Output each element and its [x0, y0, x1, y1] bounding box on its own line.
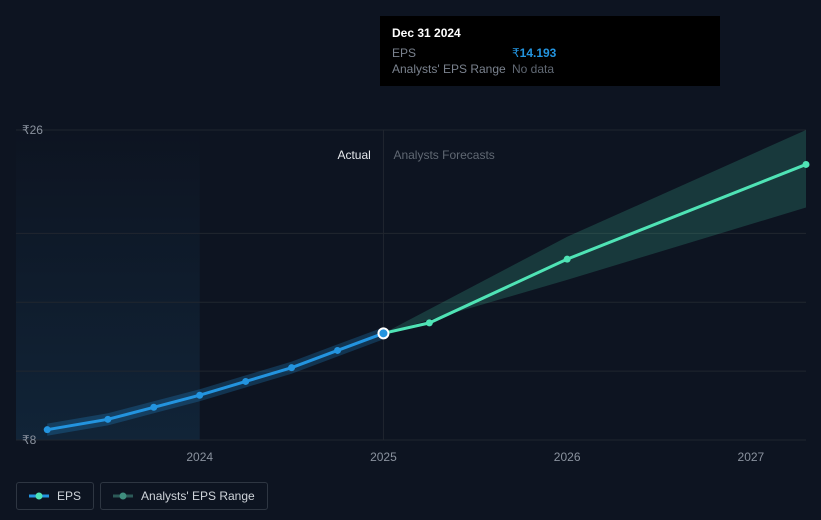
legend-label: Analysts' EPS Range: [141, 489, 255, 503]
legend-item[interactable]: Analysts' EPS Range: [100, 482, 268, 510]
legend-swatch-icon: [113, 491, 133, 501]
tooltip-row-nodata: No data: [512, 62, 554, 76]
region-label-forecast: Analysts Forecasts: [393, 148, 494, 162]
tooltip-row-label: EPS: [392, 46, 512, 60]
region-label-actual: Actual: [337, 148, 370, 162]
x-axis-label: 2024: [186, 450, 213, 464]
tooltip-row-value: ₹14.193: [512, 46, 556, 60]
x-axis-label: 2025: [370, 450, 397, 464]
tooltip-date: Dec 31 2024: [392, 26, 708, 40]
tooltip-row-label: Analysts' EPS Range: [392, 62, 512, 76]
legend-item[interactable]: EPS: [16, 482, 94, 510]
y-axis-label: ₹26: [22, 123, 43, 137]
chart-legend: EPS Analysts' EPS Range: [16, 482, 268, 510]
y-axis-label: ₹8: [22, 433, 36, 447]
chart-tooltip: Dec 31 2024 EPS ₹14.193 Analysts' EPS Ra…: [380, 16, 720, 86]
x-axis-label: 2026: [554, 450, 581, 464]
legend-swatch-icon: [29, 491, 49, 501]
x-axis-label: 2027: [738, 450, 765, 464]
legend-label: EPS: [57, 489, 81, 503]
